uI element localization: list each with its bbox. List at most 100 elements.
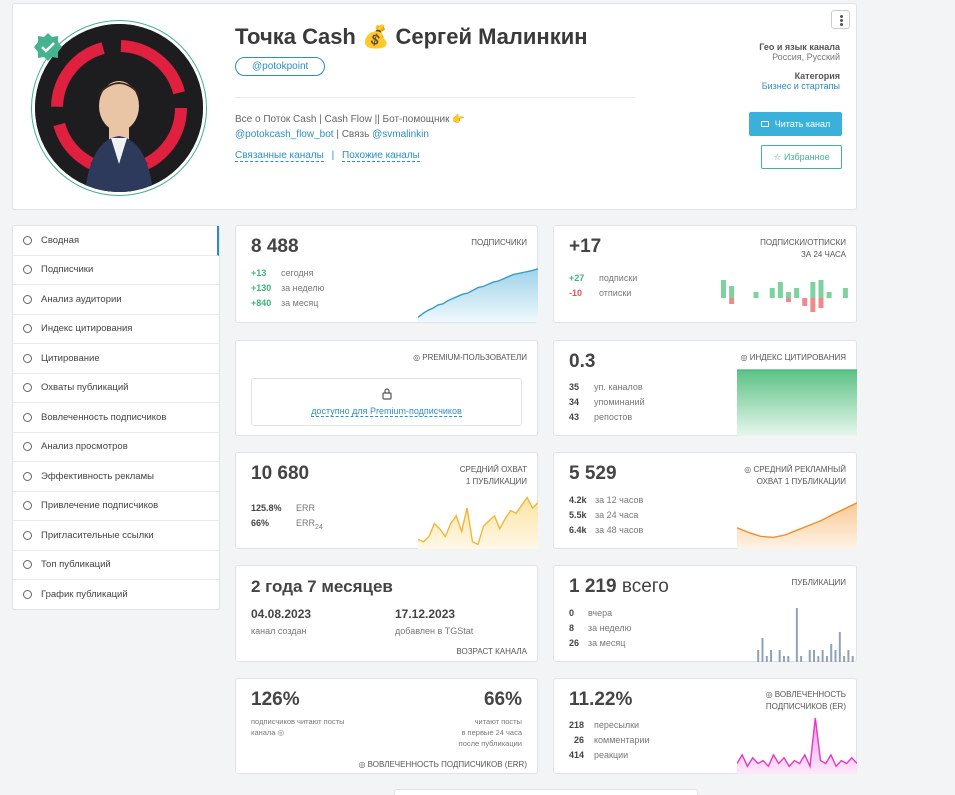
stat-row: +27 подписки: [569, 271, 637, 286]
subscribers-label: ПОДПИСЧИКИ: [471, 238, 527, 247]
posts-card[interactable]: 1 219 всего ПУБЛИКАЦИИ 0 вчера 8 за неделю…: [553, 565, 857, 662]
sidebar-item-label: Сводная: [41, 234, 80, 246]
daily-subs-card[interactable]: +17 ПОДПИСКИ/ОТПИСКИ ЗА 24 ЧАСА +27 подпис…: [553, 225, 857, 323]
citation-label-text: ИНДЕКС ЦИТИРОВАНИЯ: [749, 353, 846, 362]
premium-link[interactable]: доступно для Premium-подписчиков: [311, 406, 462, 417]
err-left-text: подписчиков читают посты канала ◎: [251, 716, 361, 738]
subscribers-card[interactable]: 8 488 ПОДПИСЧИКИ +13 сегодня +130 за недел…: [235, 225, 538, 323]
stat-row: 125.8% ERR: [251, 501, 323, 516]
created-label: канал создан: [251, 626, 307, 636]
sidebar-item-audience[interactable]: Анализ аудитории: [13, 285, 219, 315]
contact-link[interactable]: @svmalinkin: [372, 129, 429, 140]
separator: |: [331, 150, 335, 161]
premium-card: ◎ PREMIUM-ПОЛЬЗОВАТЕЛИ доступно для Prem…: [235, 340, 538, 436]
related-channels-link[interactable]: Связанные каналы: [235, 150, 324, 162]
channel-header: Точка Cash 💰 Сергей Малинкин @potokpoint…: [12, 3, 857, 210]
stat-value: 26: [569, 638, 580, 648]
subscribe-bar: [721, 280, 726, 298]
stat-label: за месяц: [281, 298, 319, 308]
stat-label: за неделю: [281, 283, 325, 293]
ad-reach-label: ◎ СРЕДНИЙ РЕКЛАМНЫЙ ОХВАТ 1 ПУБЛИКАЦИИ: [744, 464, 846, 488]
stat-label: упоминаний: [594, 397, 645, 407]
stat-value: +27: [569, 273, 585, 283]
er-card[interactable]: 11.22% ◎ ВОВЛЕЧЕННОСТЬ ПОДПИСЧИКОВ (ER) 2…: [553, 678, 857, 774]
sparkline-area: [737, 717, 857, 774]
channel-age-label: ВОЗРАСТ КАНАЛА: [456, 647, 527, 656]
citation-value: 0.3: [569, 351, 596, 372]
post-bar: [847, 650, 850, 662]
stat-value: +130: [251, 283, 272, 293]
stat-value: +13: [251, 268, 267, 278]
stat-label: репостов: [594, 412, 633, 422]
sidebar-item-summary[interactable]: Сводная: [13, 226, 219, 256]
stat-value: +840: [251, 298, 272, 308]
bot-link[interactable]: @potokcash_flow_bot: [235, 129, 334, 140]
channel-handle[interactable]: @potokpoint: [235, 57, 326, 76]
label-line: ПОДПИСКИ/ОТПИСКИ: [760, 238, 846, 247]
post-bar: [851, 656, 854, 662]
stat-row: 414 реакции: [569, 748, 649, 763]
unsubscribe-bar: [818, 298, 824, 308]
users-icon: [23, 265, 32, 275]
more-menu-button[interactable]: [831, 10, 850, 29]
err-label-text: ВОВЛЕЧЕННОСТЬ ПОДПИСЧИКОВ (ERR): [367, 760, 527, 769]
daily-subs-bars: [721, 280, 848, 312]
category-label: Категория: [794, 71, 840, 81]
favorite-button[interactable]: ☆ Избранное: [761, 145, 842, 169]
subscribers-value: 8 488: [251, 236, 299, 257]
added-label: добавлен в TGStat: [395, 626, 474, 636]
heart-icon: [23, 412, 32, 422]
sparkline-area: [418, 497, 538, 549]
citation-card[interactable]: 0.3 ◎ ИНДЕКС ЦИТИРОВАНИЯ 35 уп. каналов 3…: [553, 340, 857, 436]
channel-title: Точка Cash 💰 Сергей Малинкин: [235, 24, 588, 49]
stat-value: 218: [569, 720, 585, 730]
post-bar: [843, 656, 846, 662]
stat-label: за 24 часа: [595, 510, 639, 520]
stat-value: 0: [569, 608, 575, 618]
stat-value: 5.5k: [569, 510, 587, 520]
stat-label: за неделю: [588, 623, 632, 633]
stat-value: 26: [574, 735, 585, 745]
sidebar-item-citations[interactable]: Цитирование: [13, 344, 219, 374]
premium-label: ◎ PREMIUM-ПОЛЬЗОВАТЕЛИ: [413, 352, 527, 364]
sidebar-item-views[interactable]: Анализ просмотров: [13, 433, 219, 462]
target-icon: [23, 324, 32, 334]
er-label: ◎ ВОВЛЕЧЕННОСТЬ ПОДПИСЧИКОВ (ER): [766, 689, 846, 713]
sidebar-item-invite-links[interactable]: Пригласительные ссылки: [13, 521, 219, 551]
sidebar-item-engagement[interactable]: Вовлеченность подписчиков: [13, 403, 219, 433]
reach-card[interactable]: 10 680 СРЕДНИЙ ОХВАТ 1 ПУБЛИКАЦИИ 125.8% E…: [235, 452, 538, 549]
sidebar-item-label: Топ публикаций: [41, 559, 111, 571]
read-channel-button[interactable]: Читать канал: [749, 112, 842, 136]
reach-sparkline: [418, 496, 538, 549]
sidebar-item-label: Вовлеченность подписчиков: [41, 411, 167, 423]
sidebar-item-schedule[interactable]: График публикаций: [13, 580, 219, 610]
channel-description: Все о Поток Cash | Cash Flow || Бот-помо…: [235, 112, 555, 142]
stat-row: +13 сегодня: [251, 266, 324, 281]
sidebar-item-acquisition[interactable]: Привлечение подписчиков: [13, 492, 219, 521]
summary-icon: [23, 235, 32, 245]
posts-stats: 0 вчера 8 за неделю 26 за месяц: [569, 606, 631, 651]
ad-reach-card[interactable]: 5 529 ◎ СРЕДНИЙ РЕКЛАМНЫЙ ОХВАТ 1 ПУБЛИКА…: [553, 452, 857, 549]
sidebar-item-subscribers[interactable]: Подписчики: [13, 256, 219, 285]
favorite-label: Избранное: [783, 152, 830, 162]
post-bar: [782, 656, 785, 662]
similar-channels-link[interactable]: Похожие каналы: [342, 150, 420, 162]
sparkline-line: [418, 268, 538, 318]
citation-area-chart: [737, 369, 857, 436]
sidebar-item-ads[interactable]: Эффективность рекламы: [13, 462, 219, 492]
category-value-link[interactable]: Бизнес и стартапы: [761, 81, 840, 91]
stat-row: -10 отписки: [569, 286, 637, 301]
sidebar-item-reach[interactable]: Охваты публикаций: [13, 374, 219, 403]
premium-lock-box[interactable]: доступно для Premium-подписчиков: [251, 378, 522, 426]
bottom-panel: [394, 789, 698, 795]
stat-row: 34 упоминаний: [569, 395, 645, 410]
sidebar-item-label: График публикаций: [41, 589, 128, 601]
subscribe-bar: [786, 292, 791, 298]
sidebar-item-top-posts[interactable]: Топ публикаций: [13, 551, 219, 580]
sidebar-item-label: Цитирование: [41, 352, 100, 364]
stat-value: 6.4k: [569, 525, 587, 535]
sidebar-item-citation-index[interactable]: Индекс цитирования: [13, 315, 219, 344]
trend-icon: [23, 501, 32, 511]
stat-row: 4.2k за 12 часов: [569, 493, 643, 508]
geo-label: Гео и язык канала: [759, 42, 840, 52]
